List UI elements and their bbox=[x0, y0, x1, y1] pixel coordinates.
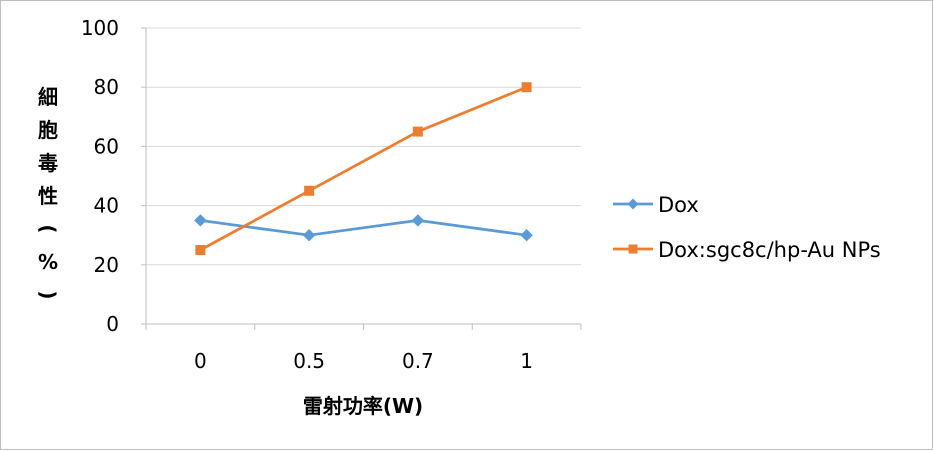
y-axis-title-char: ( bbox=[36, 224, 60, 233]
series-line bbox=[200, 219, 527, 237]
y-axis-title-char: 胞 bbox=[38, 118, 58, 142]
y-axis-title-char: 性 bbox=[38, 184, 58, 208]
data-point bbox=[302, 228, 316, 242]
y-axis-title-char: ) bbox=[36, 290, 60, 299]
legend-marker bbox=[627, 198, 639, 210]
x-tick-label: 0.5 bbox=[293, 349, 325, 373]
legend-item: Dox bbox=[613, 193, 699, 217]
legend-item: Dox:sgc8c/hp-Au NPs bbox=[613, 238, 881, 262]
legend-label: Dox:sgc8c/hp-Au NPs bbox=[658, 238, 881, 262]
series-layer bbox=[194, 82, 533, 255]
gridlines bbox=[146, 27, 581, 266]
data-point bbox=[411, 214, 425, 227]
y-tick-label: 0 bbox=[106, 312, 119, 336]
y-tick-label: 40 bbox=[94, 194, 119, 218]
x-tick-label: 1 bbox=[520, 349, 533, 373]
legend: Dox Dox:sgc8c/hp-Au NPs bbox=[613, 193, 881, 262]
data-point bbox=[194, 214, 207, 227]
data-point bbox=[521, 82, 532, 93]
y-tick-label: 20 bbox=[94, 253, 119, 277]
x-axis-title: 雷射功率(W) bbox=[303, 394, 423, 418]
y-axis-title-char: % bbox=[38, 250, 58, 274]
legend-label: Dox bbox=[658, 193, 699, 217]
x-tick-label: 0 bbox=[194, 349, 207, 373]
legend-marker bbox=[628, 244, 638, 254]
y-axis-title-char: 毒 bbox=[38, 151, 58, 175]
series-2 bbox=[195, 82, 532, 255]
y-tick-labels: 0 20 40 60 80 100 bbox=[81, 16, 119, 336]
axes bbox=[141, 27, 582, 330]
data-point bbox=[412, 126, 423, 137]
y-axis-title-char: 細 bbox=[38, 85, 58, 109]
y-tick-label: 80 bbox=[94, 75, 119, 99]
series-1 bbox=[194, 214, 533, 242]
y-tick-label: 100 bbox=[81, 16, 119, 40]
data-point bbox=[520, 228, 533, 242]
x-tick-labels: 0 0.5 0.7 1 bbox=[194, 349, 533, 373]
x-tick-label: 0.7 bbox=[402, 349, 434, 373]
series-line bbox=[199, 85, 528, 252]
y-tick-label: 60 bbox=[94, 134, 119, 158]
data-point bbox=[304, 185, 315, 196]
data-point bbox=[195, 245, 206, 255]
